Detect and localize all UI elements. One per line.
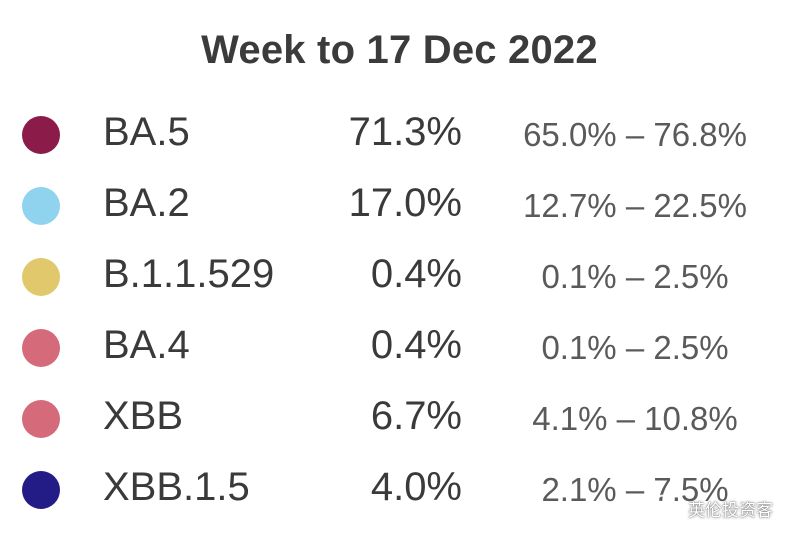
confidence-interval: 0.1% – 2.5% [541,329,729,366]
variant-share: 6.7% [370,394,462,438]
confidence-interval: 2.1% – 7.5% [541,471,729,508]
variant-share: 71.3% [348,110,462,154]
variant-name: BA.5 [103,110,190,154]
variant-name: B.1.1.529 [103,252,275,296]
confidence-interval: 12.7% – 22.5% [523,187,747,224]
table-row: B.1.1.529 0.4% 0.1% – 2.5% [0,242,799,313]
table-row: XBB.1.5 4.0% 2.1% – 7.5% [0,455,799,526]
confidence-interval: 0.1% – 2.5% [541,258,729,295]
watermark-text: 英伦投资客 [688,501,773,520]
variant-name: XBB.1.5 [103,465,250,509]
variant-share: 0.4% [370,252,462,296]
chart-title: Week to 17 Dec 2022 [201,28,598,72]
variant-name: BA.2 [103,181,190,225]
variant-table: BA.5 71.3% 65.0% – 76.8% BA.2 17.0% 12.7… [0,100,799,526]
variant-share: 4.0% [370,465,462,509]
variant-name: XBB [103,394,184,438]
legend-dot [22,258,60,296]
table-row: XBB 6.7% 4.1% – 10.8% [0,384,799,455]
confidence-interval: 65.0% – 76.8% [523,116,747,153]
table-row: BA.5 71.3% 65.0% – 76.8% [0,100,799,171]
legend-dot [22,116,60,154]
wechat-icon [652,493,682,524]
watermark: 英伦投资客 [652,493,773,524]
table-row: BA.4 0.4% 0.1% – 2.5% [0,313,799,384]
table-row: BA.2 17.0% 12.7% – 22.5% [0,171,799,242]
variant-name: BA.4 [103,323,190,367]
legend-dot [22,471,60,509]
legend-dot [22,187,60,225]
legend-dot [22,400,60,438]
variant-share: 0.4% [370,323,462,367]
variant-share: 17.0% [348,181,462,225]
legend-dot [22,329,60,367]
confidence-interval: 4.1% – 10.8% [532,400,738,437]
